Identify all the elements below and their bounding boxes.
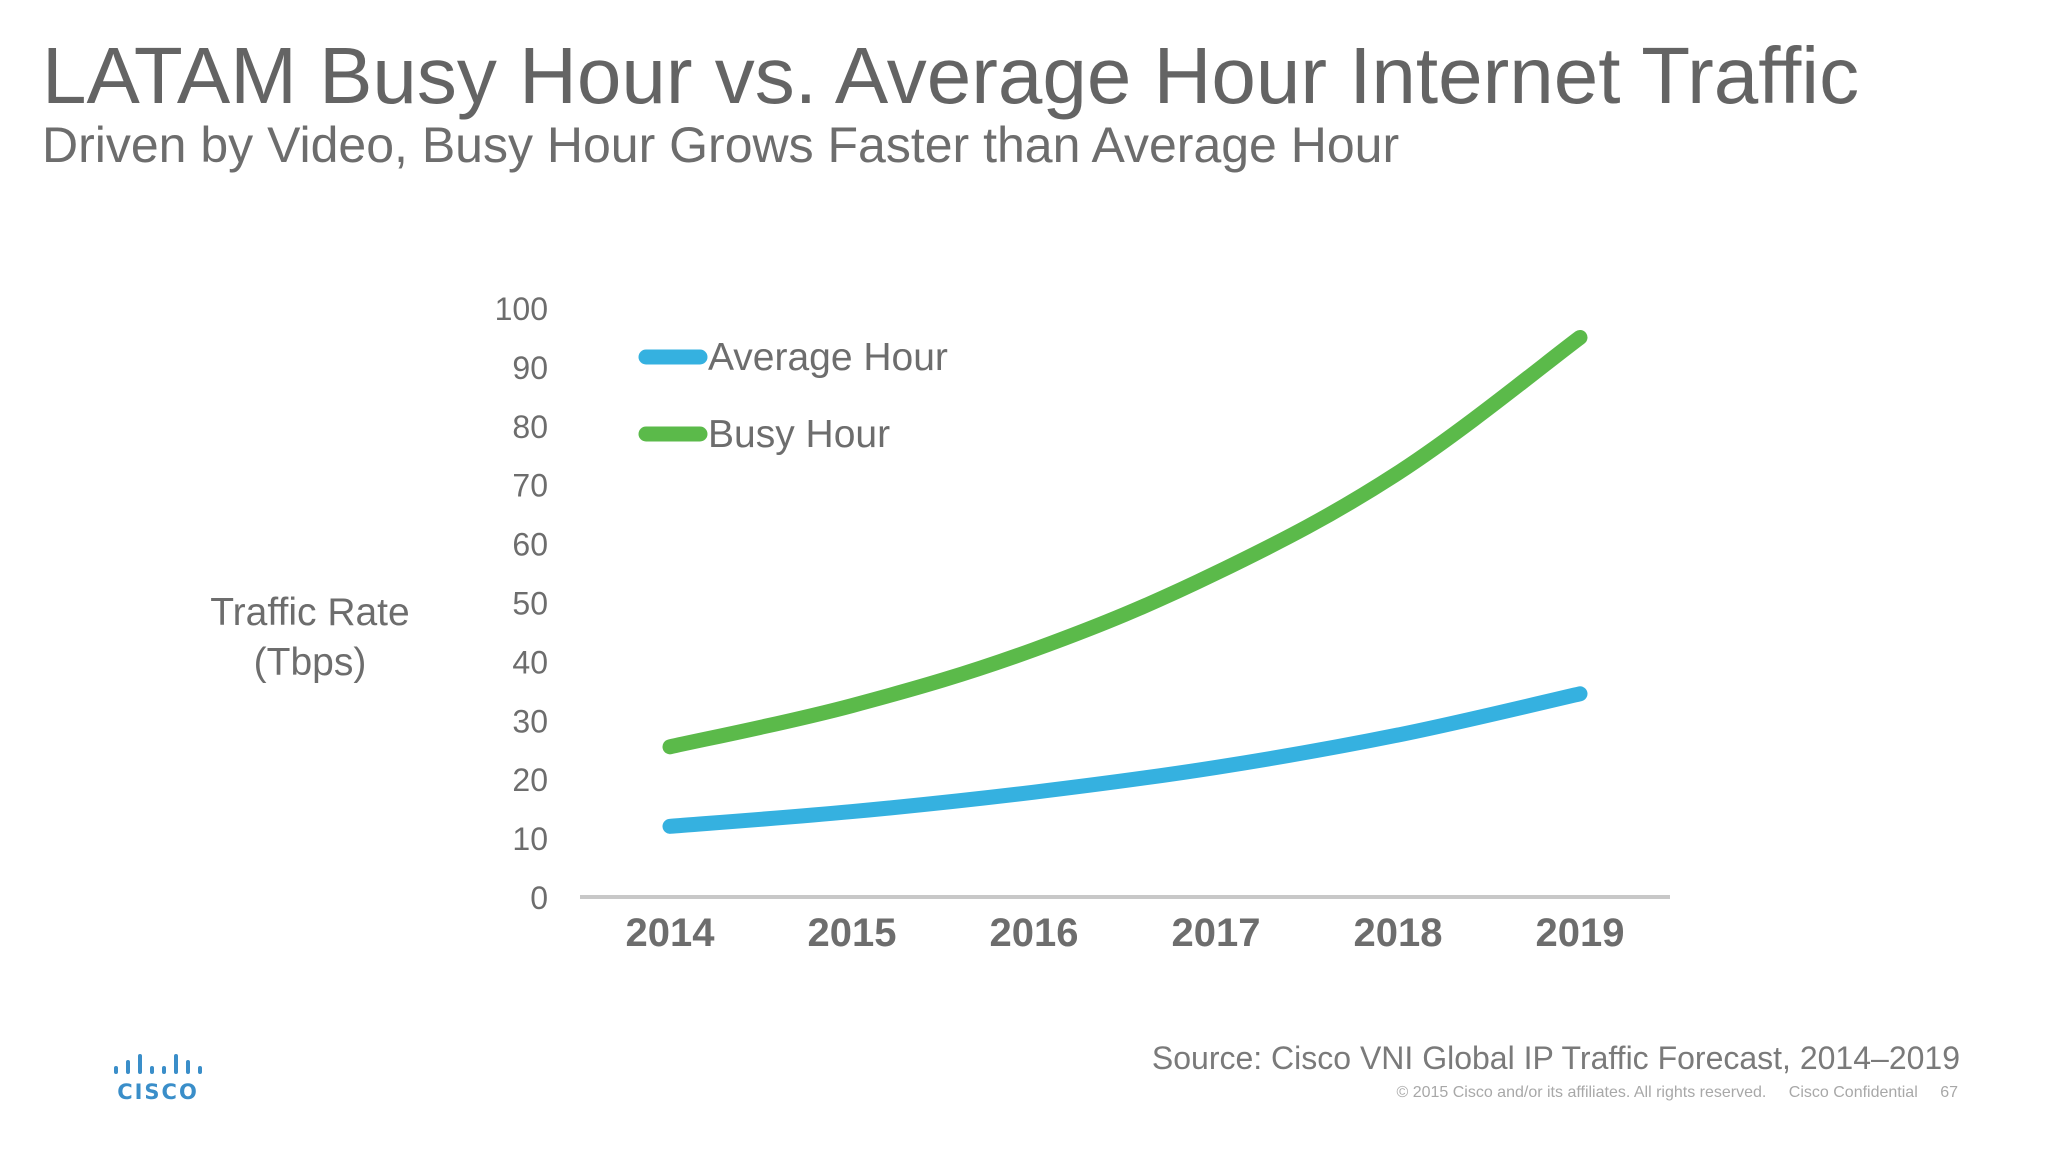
y-tick-label: 40 (512, 644, 548, 680)
y-tick-label: 90 (512, 350, 548, 386)
y-tick-label: 60 (512, 527, 548, 563)
y-tick-label: 70 (512, 468, 548, 504)
x-tick-label: 2015 (808, 911, 897, 955)
x-axis: 2014 2015 2016 2017 2018 2019 (580, 895, 1670, 955)
y-axis-ticks: 0 10 20 30 40 50 60 70 80 90 100 (495, 291, 548, 916)
y-tick-label: 30 (512, 703, 548, 739)
y-tick-label: 10 (512, 821, 548, 857)
cisco-bridge-logo-icon (114, 1054, 202, 1074)
y-axis-label: Traffic Rate (Tbps) (160, 588, 460, 688)
slide-title: LATAM Busy Hour vs. Average Hour Interne… (42, 31, 1860, 120)
y-axis-label-line-2: (Tbps) (253, 641, 367, 684)
series-lines (662, 329, 1588, 834)
slide-subtitle: Driven by Video, Busy Hour Grows Faster … (42, 117, 1400, 173)
x-tick-label: 2016 (990, 911, 1079, 955)
series-line-average-hour (662, 686, 1588, 834)
footer: © 2015 Cisco and/or its affiliates. All … (1378, 1084, 1958, 1102)
x-tick-label: 2018 (1354, 911, 1443, 955)
x-tick-label: 2019 (1536, 911, 1625, 955)
y-tick-label: 20 (512, 762, 548, 798)
cisco-logo: CISCO (112, 1052, 204, 1110)
chart-legend: Average Hour Busy Hour (638, 336, 948, 456)
series-line-busy-hour (662, 329, 1588, 755)
y-tick-label: 100 (495, 291, 548, 327)
y-axis-label-line-1: Traffic Rate (210, 591, 410, 634)
y-tick-label: 50 (512, 586, 548, 622)
confidential-text: Cisco Confidential (1788, 1084, 1918, 1101)
copyright-text: © 2015 Cisco and/or its affiliates. All … (1396, 1084, 1767, 1101)
x-tick-label: 2014 (626, 911, 716, 955)
y-tick-label: 0 (530, 880, 548, 916)
x-tick-label: 2017 (1172, 911, 1261, 955)
legend-label: Busy Hour (708, 413, 890, 456)
legend-label: Average Hour (708, 336, 948, 379)
y-tick-label: 80 (512, 409, 548, 445)
cisco-logo-text: CISCO (117, 1080, 199, 1104)
page-number: 67 (1940, 1084, 1958, 1101)
source-note: Source: Cisco VNI Global IP Traffic Fore… (1151, 1040, 1960, 1076)
